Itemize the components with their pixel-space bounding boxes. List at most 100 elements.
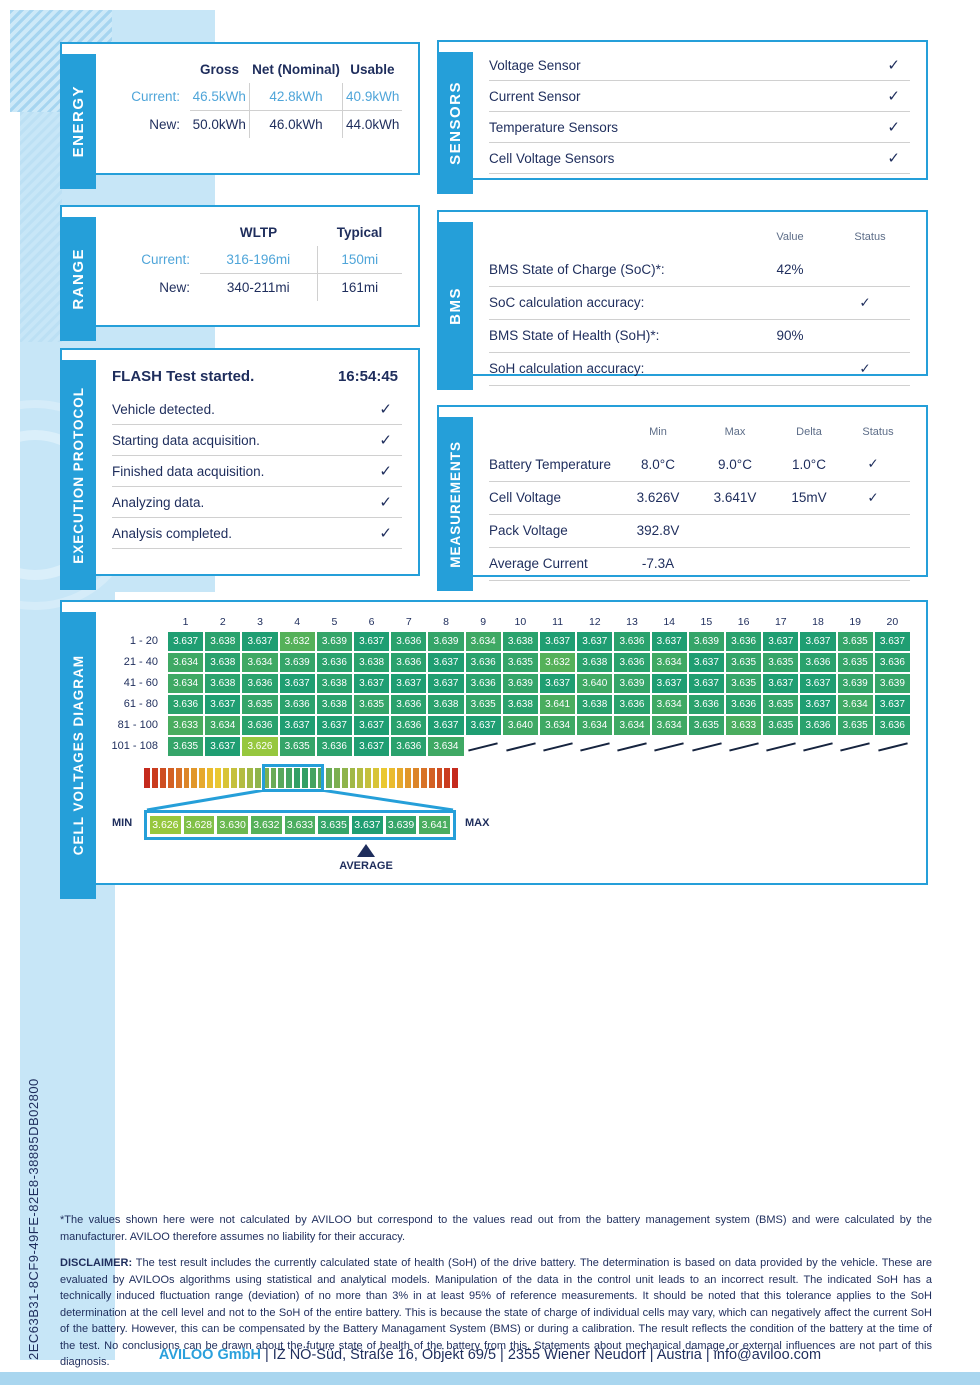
scale-value-cell: 3.641	[419, 816, 451, 834]
check-icon: ✓	[846, 481, 910, 515]
measurement-label: Pack Voltage	[489, 514, 618, 548]
cell-voltage-value: 3.637	[354, 674, 390, 693]
measurement-label: Cell Voltage	[489, 481, 618, 515]
cell-voltage-value: 3.635	[242, 695, 278, 714]
cell-voltage-value: 3.637	[651, 632, 687, 651]
cell-voltage-value: 3.636	[391, 695, 427, 714]
row-label: New:	[159, 279, 190, 295]
protocol-step-row: Vehicle detected. ✓	[112, 394, 402, 425]
empty-cell-slash-icon	[800, 737, 836, 756]
range-panel-title: RANGE	[69, 248, 87, 310]
cell-voltage-value: 3.637	[316, 716, 352, 735]
measurement-delta: 15mV	[772, 481, 846, 515]
cell-voltage-value: 3.636	[391, 737, 427, 756]
sensors-panel-title: SENSORS	[446, 81, 464, 165]
cell-voltages-panel-title: CELL VOLTAGES DIAGRAM	[70, 655, 86, 856]
cell-column-number: 11	[552, 616, 564, 628]
bms-value: 42%	[750, 253, 830, 287]
measurement-row: Cell Voltage 3.626V 3.641V 15mV ✓	[489, 481, 910, 515]
gradient-segment	[144, 768, 150, 788]
sensors-panel-bar: SENSORS	[437, 52, 473, 194]
measurement-min: -7.3A	[618, 547, 698, 581]
cell-voltage-value: 3.633	[726, 716, 762, 735]
gradient-segment	[254, 768, 261, 788]
sensor-label: Cell Voltage Sensors	[489, 150, 615, 166]
check-icon: ✓	[830, 286, 910, 320]
value-cell: 150mi	[316, 246, 402, 274]
cell-voltage-value: 3.632	[279, 632, 315, 651]
measurement-max	[698, 547, 772, 581]
cell-voltage-value: 3.641	[540, 695, 576, 714]
bms-row: BMS State of Health (SoH)*: 90%	[489, 319, 910, 353]
measurement-min: 8.0°C	[618, 448, 698, 482]
cell-voltage-value: 3.636	[800, 716, 836, 735]
gradient-segment	[412, 768, 419, 788]
cell-voltage-value: 3.637	[428, 674, 464, 693]
execution-protocol-panel: EXECUTION PROTOCOL FLASH Test started. 1…	[60, 348, 420, 590]
gradient-segment	[310, 768, 316, 788]
cell-row-label: 81 - 100	[117, 719, 158, 731]
measurement-max: 9.0°C	[698, 448, 772, 482]
check-icon: ✓	[379, 401, 392, 418]
check-icon: ✓	[887, 150, 900, 167]
gradient-segment	[246, 768, 253, 788]
cell-row-label: 101 - 108	[111, 740, 158, 752]
gradient-segment	[278, 768, 285, 788]
zoom-connector-lines	[146, 790, 454, 810]
cell-column-number: 18	[812, 616, 824, 628]
measurement-row: Pack Voltage 392.8V	[489, 514, 910, 548]
cell-column-number: 15	[700, 616, 713, 628]
empty-cell-slash-icon	[540, 737, 576, 756]
bms-row-label: SoC calculation accuracy:	[489, 286, 750, 320]
protocol-step-label: Vehicle detected.	[112, 401, 215, 417]
gradient-segment	[341, 768, 348, 788]
max-label: MAX	[465, 817, 490, 829]
cell-voltage-value: 3.637	[279, 716, 315, 735]
bms-table: Value Status BMS State of Charge (SoC)*: 42…	[475, 212, 926, 386]
gradient-segment	[333, 768, 340, 788]
sensor-row: Temperature Sensors ✓	[489, 112, 910, 143]
gradient-segment	[389, 768, 395, 788]
gradient-segment	[175, 768, 182, 788]
check-icon: ✓	[379, 494, 392, 511]
value-cell: 340-211mi	[226, 280, 290, 295]
gradient-segment	[373, 768, 380, 788]
empty-cell-slash-icon	[502, 737, 538, 756]
execution-protocol-panel-title: EXECUTION PROTOCOL	[70, 386, 86, 564]
bms-value-table: Value Status BMS State of Charge (SoC)*: 42…	[489, 220, 910, 386]
bms-row-label: SoH calculation accuracy:	[489, 352, 750, 386]
protocol-step-label: Starting data acquisition.	[112, 432, 260, 448]
sensor-row: Voltage Sensor ✓	[489, 50, 910, 81]
empty-cell-slash-icon	[577, 737, 613, 756]
column-header: Status	[854, 230, 886, 243]
measurements-panel-title: MEASUREMENTS	[447, 440, 463, 568]
empty-cell-slash-icon	[726, 737, 762, 756]
column-header: Net (Nominal)	[252, 62, 340, 77]
cell-voltage-value: 3.636	[800, 653, 836, 672]
protocol-step-label: Analysis completed.	[112, 525, 233, 541]
cell-column-number: 10	[514, 616, 527, 628]
gradient-segment	[404, 768, 411, 788]
sensor-label: Current Sensor	[489, 88, 581, 104]
cell-voltage-value: 3.636	[168, 695, 204, 714]
column-header: Value	[776, 230, 804, 243]
cell-voltage-value: 3.636	[391, 632, 427, 651]
cell-voltage-value: 3.635	[168, 737, 204, 756]
cell-column-number: 7	[405, 616, 412, 628]
average-label: AVERAGE	[339, 860, 393, 872]
company-address: | IZ NÖ-Süd, Straße 16, Objekt 69/5 | 23…	[260, 1347, 822, 1363]
cell-voltage-value: 3.634	[577, 716, 613, 735]
column-header: Status	[862, 425, 894, 438]
measurement-delta	[772, 547, 846, 581]
cell-voltages-grid: 1 2 3 4 5 6 7 8 9 10 11 12 13 14 15 16 17 18 19 20 1 - 20 3.6…	[110, 616, 910, 756]
cell-voltage-value: 3.637	[354, 716, 390, 735]
gradient-highlight-box	[262, 764, 324, 792]
gradient-segment	[223, 768, 229, 788]
cell-voltage-scale-diagram: 3.626 3.628 3.630 3.632 3.633 3.635 3.637 3.639…	[110, 764, 912, 886]
cell-voltage-value: 3.637	[465, 716, 501, 735]
sensor-label: Voltage Sensor	[489, 57, 581, 73]
bms-row: SoC calculation accuracy: ✓	[489, 286, 910, 320]
gradient-segment	[207, 768, 214, 788]
cell-voltage-value: 3.635	[837, 653, 873, 672]
